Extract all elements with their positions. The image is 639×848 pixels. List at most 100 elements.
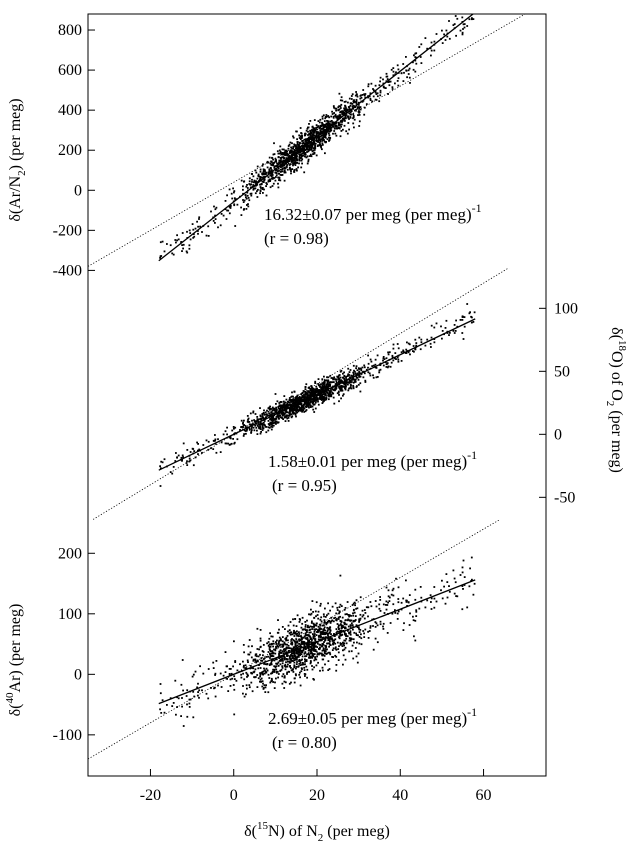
data-point — [231, 677, 234, 680]
data-point — [306, 404, 308, 407]
data-point — [350, 619, 353, 622]
data-point — [352, 117, 354, 120]
data-point — [289, 660, 291, 663]
data-point — [443, 585, 445, 588]
data-point — [362, 89, 365, 91]
data-point — [259, 183, 262, 186]
data-point — [338, 606, 341, 608]
data-point — [350, 650, 353, 653]
data-point — [341, 99, 344, 102]
data-point — [257, 418, 260, 421]
data-point — [327, 639, 330, 641]
data-point — [353, 601, 356, 604]
data-point — [339, 379, 342, 382]
data-point — [409, 612, 411, 615]
data-point — [326, 131, 329, 133]
data-point — [319, 624, 322, 627]
data-point — [454, 330, 457, 332]
data-point — [278, 628, 280, 631]
data-point — [321, 630, 324, 633]
data-point — [320, 652, 323, 655]
data-point — [227, 442, 230, 445]
data-point — [315, 658, 318, 661]
data-point — [304, 624, 307, 626]
data-point — [289, 152, 291, 154]
data-point — [188, 706, 191, 708]
data-point — [367, 630, 369, 633]
data-point — [185, 250, 188, 253]
data-point — [303, 669, 306, 671]
data-point — [299, 138, 302, 141]
data-point — [291, 158, 293, 160]
data-point — [275, 409, 278, 411]
data-point — [274, 417, 276, 420]
data-point — [300, 159, 303, 162]
data-point — [359, 97, 362, 100]
data-point — [252, 184, 255, 186]
data-point — [293, 635, 296, 637]
data-point — [171, 252, 174, 255]
data-point — [347, 116, 350, 119]
data-point — [169, 471, 172, 473]
data-point — [440, 589, 442, 592]
data-point — [328, 645, 330, 648]
data-point — [308, 649, 310, 651]
data-point — [292, 136, 295, 139]
data-point — [254, 659, 257, 662]
data-point — [311, 147, 313, 150]
data-point — [172, 466, 175, 468]
data-point — [353, 378, 356, 381]
data-point — [256, 181, 259, 183]
data-point — [233, 441, 236, 444]
data-point — [374, 98, 377, 101]
data-point — [454, 581, 457, 584]
data-point — [273, 412, 276, 415]
data-point — [329, 622, 332, 624]
data-point — [323, 125, 326, 127]
data-point — [325, 398, 328, 401]
data-point — [315, 126, 317, 129]
data-point — [293, 161, 296, 164]
data-point — [317, 628, 319, 631]
data-point — [405, 579, 407, 582]
data-point — [349, 620, 352, 622]
data-point — [228, 436, 231, 438]
data-point — [403, 622, 405, 625]
data-point — [189, 232, 192, 234]
data-point — [323, 397, 326, 400]
data-point — [243, 651, 245, 654]
data-point — [201, 689, 203, 692]
data-point — [256, 686, 259, 688]
data-point — [274, 649, 277, 652]
data-point — [430, 608, 433, 610]
data-point — [343, 648, 346, 651]
data-point — [274, 681, 276, 684]
data-point — [301, 148, 304, 151]
data-point — [441, 42, 444, 44]
data-point — [297, 405, 300, 408]
data-point — [363, 617, 366, 620]
data-point — [448, 585, 450, 587]
data-point — [291, 648, 293, 650]
data-point — [309, 631, 312, 634]
data-point — [327, 632, 330, 635]
data-point — [283, 179, 286, 182]
data-point — [348, 108, 351, 110]
data-point — [332, 643, 335, 646]
data-point — [269, 174, 272, 177]
data-point — [462, 338, 465, 340]
data-point — [222, 433, 225, 436]
data-point — [306, 138, 309, 140]
data-point — [453, 592, 456, 595]
data-point — [210, 687, 212, 689]
data-point — [386, 632, 389, 634]
data-point — [315, 388, 318, 390]
data-point — [275, 172, 278, 174]
data-point — [312, 643, 315, 645]
data-point — [287, 415, 290, 417]
data-point — [296, 658, 298, 661]
data-point — [299, 135, 302, 138]
data-point — [316, 145, 319, 147]
data-point — [357, 627, 360, 629]
data-point — [324, 652, 326, 655]
